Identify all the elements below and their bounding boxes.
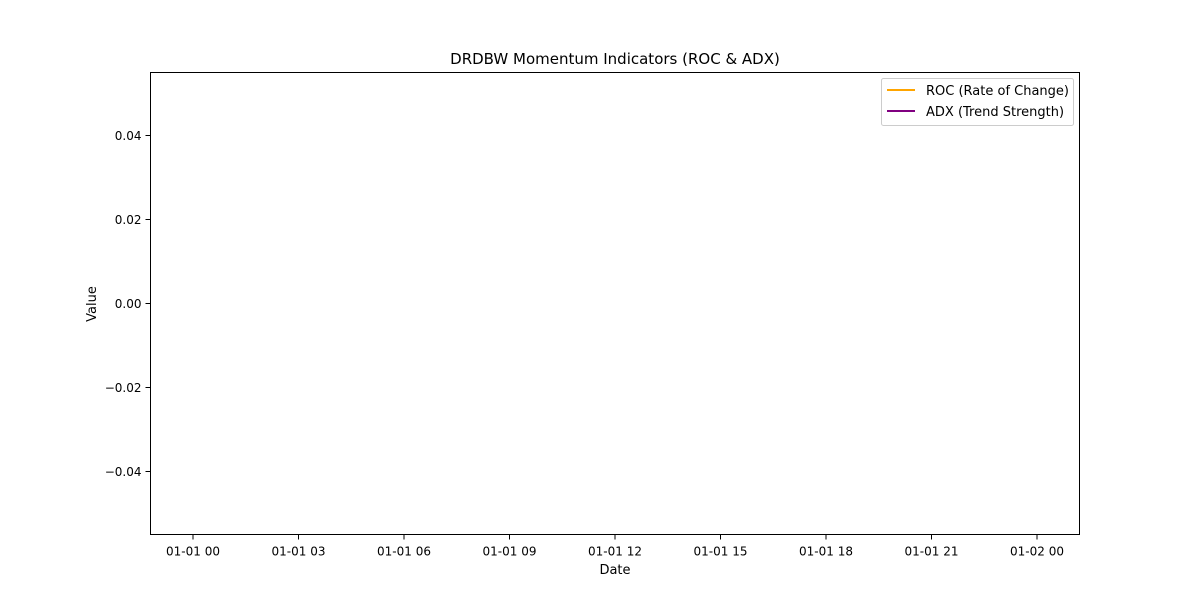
y-tick-label: 0.02 <box>115 213 142 227</box>
x-tick-label: 01-01 09 <box>483 545 537 559</box>
y-tick-label: 0.04 <box>115 129 142 143</box>
x-tick-label: 01-01 12 <box>588 545 642 559</box>
x-tick-label: 01-02 00 <box>1010 545 1064 559</box>
legend-label-roc: ROC (Rate of Change) <box>926 84 1069 99</box>
plot-area <box>150 72 1080 535</box>
x-tick-label: 01-01 00 <box>166 545 220 559</box>
x-tick-label: 01-01 18 <box>799 545 853 559</box>
x-tick-label: 01-01 03 <box>272 545 326 559</box>
x-axis-label: Date <box>599 563 630 578</box>
legend: ROC (Rate of Change) ADX (Trend Strength… <box>881 78 1074 126</box>
y-axis-label: Value <box>85 286 100 322</box>
chart-title: DRDBW Momentum Indicators (ROC & ADX) <box>450 50 780 68</box>
x-tick-label: 01-01 21 <box>905 545 959 559</box>
y-tick-label: −0.02 <box>105 381 142 395</box>
legend-label-adx: ADX (Trend Strength) <box>926 105 1064 120</box>
x-tick-label: 01-01 06 <box>377 545 431 559</box>
y-tick-label: −0.04 <box>105 465 142 479</box>
y-tick-label: 0.00 <box>115 297 142 311</box>
legend-box <box>881 78 1074 126</box>
x-tick-label: 01-01 15 <box>694 545 748 559</box>
y-axis: 0.04 0.02 0.00 −0.02 −0.04 <box>105 129 151 479</box>
x-axis: 01-01 00 01-01 03 01-01 06 01-01 09 01-01 12… <box>166 534 1064 559</box>
